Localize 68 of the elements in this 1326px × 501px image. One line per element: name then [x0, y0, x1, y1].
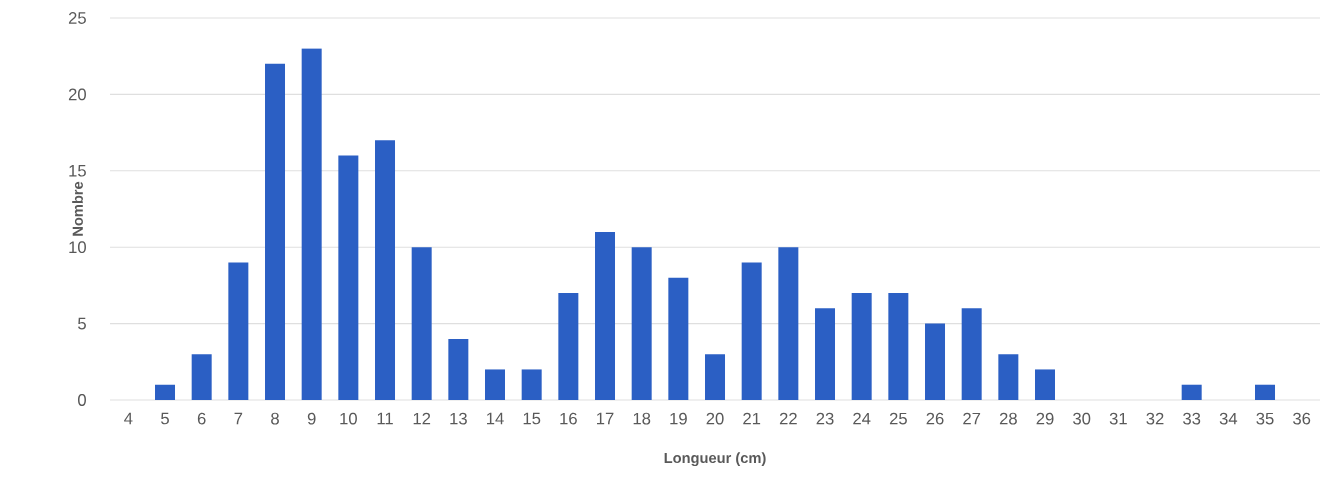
- y-tick-label: 15: [69, 164, 86, 177]
- x-tick-label: 18: [633, 412, 651, 425]
- x-tick-label: 25: [889, 412, 907, 425]
- x-tick-label: 28: [999, 412, 1017, 425]
- y-axis-title: Nombre: [72, 181, 83, 236]
- x-tick-label: 4: [124, 412, 133, 425]
- y-tick-label: 20: [68, 88, 86, 101]
- bar: [448, 338, 469, 400]
- bar: [631, 247, 652, 400]
- x-tick-label: 24: [853, 412, 871, 425]
- x-tick-label: 6: [197, 412, 206, 425]
- bar: [521, 369, 542, 400]
- y-tick-label: 0: [78, 394, 86, 406]
- bar: [1255, 384, 1276, 400]
- bar: [485, 369, 506, 400]
- bar: [668, 277, 689, 400]
- x-tick-label: 33: [1183, 412, 1201, 425]
- bar: [1181, 384, 1202, 400]
- bar: [1035, 369, 1056, 400]
- x-tick-label: 26: [926, 412, 944, 425]
- bar: [558, 293, 579, 400]
- bar: [998, 354, 1019, 400]
- x-tick-label: 20: [706, 412, 724, 425]
- x-tick-label: 32: [1146, 412, 1164, 425]
- x-tick-label: 12: [413, 412, 431, 425]
- x-tick-label: 30: [1073, 412, 1091, 425]
- bar: [191, 354, 212, 400]
- x-axis-title: Longueur (cm): [664, 452, 766, 467]
- y-tick-label: 25: [68, 12, 86, 24]
- x-tick-label: 21: [743, 412, 761, 425]
- bar: [778, 247, 799, 400]
- x-tick-label: 17: [597, 412, 614, 425]
- bar: [155, 384, 176, 400]
- bar: [851, 293, 872, 400]
- x-tick-label: 34: [1219, 412, 1238, 425]
- bar: [228, 262, 249, 400]
- x-tick-label: 36: [1293, 412, 1311, 425]
- x-tick-label: 10: [340, 412, 357, 425]
- bar: [815, 308, 836, 400]
- x-tick-label: 11: [377, 412, 393, 425]
- bar: [595, 231, 616, 400]
- bar: [375, 140, 396, 400]
- y-tick-label: 10: [69, 241, 86, 254]
- bar: [265, 63, 286, 400]
- x-tick-label: 8: [271, 412, 279, 425]
- x-tick-label: 27: [963, 412, 981, 425]
- bar: [338, 155, 359, 400]
- x-tick-label: 7: [234, 412, 243, 425]
- x-tick-label: 31: [1109, 412, 1127, 425]
- bar: [888, 293, 909, 400]
- bar: [741, 262, 762, 400]
- x-tick-label: 14: [487, 412, 504, 425]
- bar: [705, 354, 726, 400]
- y-tick-label: 5: [78, 317, 86, 330]
- x-tick-label: 29: [1036, 412, 1054, 425]
- x-tick-label: 19: [670, 412, 687, 425]
- x-tick-label: 22: [779, 412, 797, 425]
- x-tick-label: 35: [1256, 412, 1274, 425]
- bar: [961, 308, 982, 400]
- x-tick-label: 13: [450, 412, 467, 425]
- x-tick-label: 5: [161, 412, 169, 425]
- x-tick-label: 9: [307, 412, 316, 425]
- bar: [411, 247, 432, 400]
- x-tick-label: 16: [560, 412, 577, 425]
- x-tick-label: 15: [523, 412, 541, 425]
- bar: [301, 48, 322, 400]
- bar: [925, 323, 946, 400]
- x-tick-label: 23: [816, 412, 834, 425]
